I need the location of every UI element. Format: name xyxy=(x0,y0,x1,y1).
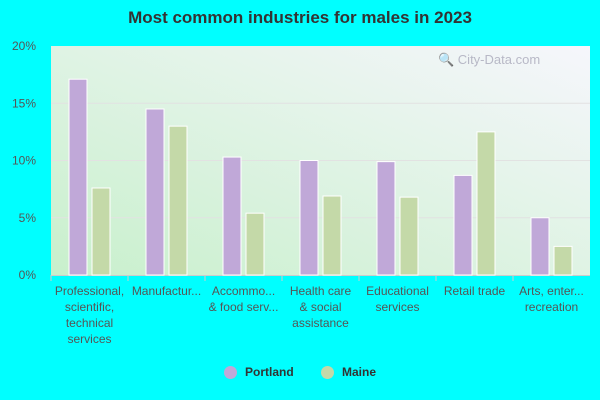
bar-portland[interactable] xyxy=(453,174,473,276)
bar-maine[interactable] xyxy=(322,195,342,276)
legend-label: Portland xyxy=(244,365,294,379)
x-category-label: Educational services xyxy=(366,284,429,314)
x-category-label: Professional, scientific, technical service… xyxy=(55,284,124,346)
legend-label: Maine xyxy=(342,365,377,379)
x-category-label: Accommo... & food serv... xyxy=(209,284,279,314)
y-tick-label: 10% xyxy=(12,154,36,168)
chart-title: Most common industries for males in 2023 xyxy=(128,8,472,27)
y-tick-label: 5% xyxy=(19,211,37,225)
bar-portland[interactable] xyxy=(530,217,550,276)
legend: Portland Maine xyxy=(0,365,600,382)
bar-maine[interactable] xyxy=(91,187,111,276)
y-tick-label: 15% xyxy=(12,96,36,110)
watermark-logo: 🔍 City-Data.com xyxy=(438,52,541,67)
bar-portland[interactable] xyxy=(299,160,319,276)
bar-portland[interactable] xyxy=(376,161,396,276)
x-category-label: Health care & social assistance xyxy=(290,284,352,330)
bar-maine[interactable] xyxy=(399,196,419,276)
legend-item-portland: Portland xyxy=(223,365,294,379)
bar-maine[interactable] xyxy=(168,125,188,276)
legend-swatch xyxy=(223,365,237,379)
bar-maine[interactable] xyxy=(476,131,496,276)
y-tick-label: 0% xyxy=(19,268,37,282)
legend-item-maine: Maine xyxy=(321,365,376,379)
bar-maine[interactable] xyxy=(553,245,573,276)
bar-maine[interactable] xyxy=(245,212,265,276)
x-category-label: Retail trade xyxy=(444,284,506,298)
legend-swatch xyxy=(321,365,334,379)
bar-portland[interactable] xyxy=(68,78,88,276)
bar-portland[interactable] xyxy=(145,108,165,276)
x-category-label: Manufactur... xyxy=(132,284,201,298)
bar-portland[interactable] xyxy=(222,156,242,276)
y-tick-label: 20% xyxy=(12,39,36,53)
x-category-label: Arts, enter... recreation xyxy=(519,284,584,314)
